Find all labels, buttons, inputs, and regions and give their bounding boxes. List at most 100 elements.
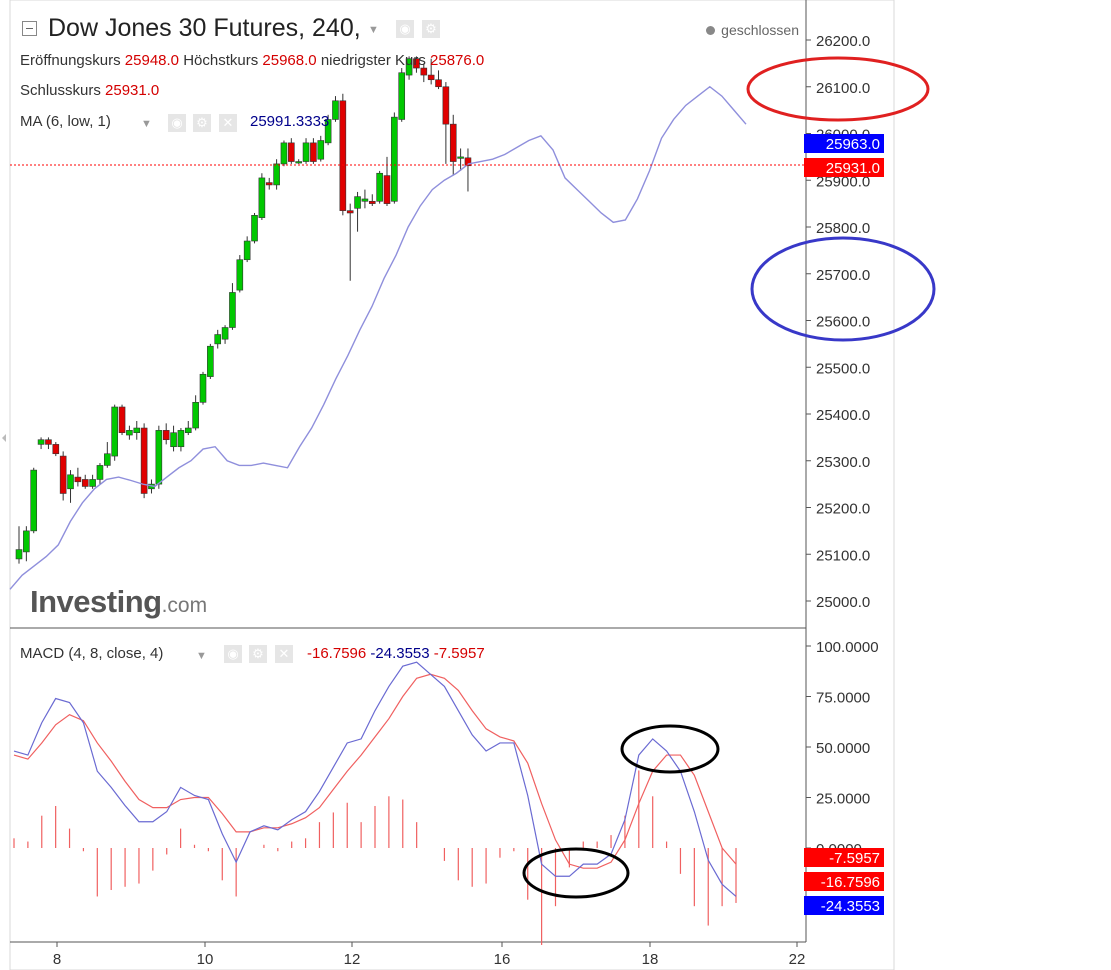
candle-body <box>89 479 96 487</box>
macd-signal-line <box>13 673 737 869</box>
candle <box>435 70 442 90</box>
candle-body <box>383 175 391 204</box>
status-text: geschlossen <box>721 22 799 38</box>
eye-icon[interactable]: ◉ <box>396 20 414 38</box>
candle <box>332 96 339 122</box>
candle <box>23 526 30 562</box>
candle-body <box>126 430 133 436</box>
candle-body <box>67 474 74 490</box>
investing-logo: Investing.com <box>30 584 207 620</box>
close-price-tag-bg <box>804 158 884 177</box>
macd-gear-icon[interactable]: ⚙ <box>249 645 267 663</box>
candle <box>133 421 141 440</box>
macd-signal-tag-bg <box>804 848 884 867</box>
macd-hist-tag-text: -16.7596 <box>821 874 880 891</box>
candle-body <box>104 453 111 466</box>
macd-legend[interactable]: MACD (4, 8, close, 4) <box>20 645 163 662</box>
candle <box>413 56 420 73</box>
price-axis-label: 25300.0 <box>816 454 870 471</box>
candle <box>170 425 177 452</box>
candle <box>427 58 435 85</box>
candle <box>354 191 361 232</box>
low-value: 25876.0 <box>430 52 485 69</box>
ma-legend[interactable]: MA (6, low, 1) <box>20 113 111 130</box>
ohlc-row-1: Eröffnungskurs 25948.0 Höchstkurs 25968.… <box>20 52 484 69</box>
time-axis-label: 12 <box>344 951 361 968</box>
candle-body <box>368 200 376 204</box>
candle-body <box>391 116 398 202</box>
candle-body <box>354 196 361 209</box>
close-value: 25931.0 <box>105 82 160 99</box>
macd-signal-tag: -7.5957 <box>804 848 884 867</box>
candle <box>368 194 376 206</box>
candle-body <box>30 469 38 532</box>
time-axis-label: 16 <box>494 951 511 968</box>
candle <box>449 114 457 176</box>
candle <box>273 159 280 190</box>
candle <box>104 442 111 468</box>
ma-gear-icon[interactable]: ⚙ <box>193 114 211 132</box>
macd-axis-label: 75.0000 <box>816 690 870 707</box>
open-label: Eröffnungskurs <box>20 52 121 69</box>
gear-icon[interactable]: ⚙ <box>422 20 440 38</box>
macd-signal-value: -7.5957 <box>433 645 485 662</box>
annotation-ellipse-blue <box>750 236 936 342</box>
candle-body <box>243 240 251 261</box>
candle-body <box>442 86 450 125</box>
candle <box>192 395 199 431</box>
candle-body <box>317 140 325 160</box>
candle <box>442 82 450 164</box>
candle-body <box>464 157 472 167</box>
candle-body <box>295 161 302 164</box>
macd-eye-icon[interactable]: ◉ <box>224 645 242 663</box>
candle <box>420 63 428 83</box>
macd-line-tag-text: -24.3553 <box>821 898 880 915</box>
macd-axis-label: 100.0000 <box>816 639 879 656</box>
status-dot-icon <box>706 26 716 35</box>
macd-chevron-down-icon[interactable]: ▼ <box>196 650 207 662</box>
left-collapse-arrow[interactable] <box>2 434 6 442</box>
candle <box>52 442 60 457</box>
ohlc-row-2: Schlusskurs 25931.0 <box>20 82 159 99</box>
close-price-tag: 25931.0 <box>804 158 884 177</box>
candle <box>74 467 82 487</box>
ma-eye-icon[interactable]: ◉ <box>168 114 186 132</box>
candle-body <box>118 406 126 433</box>
candle-body <box>96 465 104 480</box>
time-axis-label: 22 <box>789 951 806 968</box>
candle-body <box>427 74 435 81</box>
candle <box>81 474 89 489</box>
candle-body <box>324 119 332 144</box>
ma-price-tag-text: 25963.0 <box>826 136 880 153</box>
candle <box>405 56 413 80</box>
ma-price-tag-bg <box>804 134 884 153</box>
annotation-ellipse-black-low <box>522 847 630 899</box>
candle <box>464 148 472 192</box>
candle-body <box>52 444 60 455</box>
candle <box>361 189 369 209</box>
price-axis-label: 25600.0 <box>816 314 870 331</box>
price-axis-label: 25800.0 <box>816 220 870 237</box>
candle-body <box>81 479 89 487</box>
candle-body <box>420 67 428 76</box>
ma-label: MA (6, low, 1) <box>20 113 111 130</box>
candle <box>89 474 96 489</box>
candle <box>37 437 45 450</box>
chevron-down-icon[interactable]: ▼ <box>368 24 379 36</box>
candle-body <box>457 156 464 159</box>
candle <box>243 236 251 263</box>
candle-body <box>435 79 442 88</box>
candle <box>391 112 398 204</box>
candle-body <box>376 172 383 202</box>
ma-close-icon[interactable]: ✕ <box>219 114 237 132</box>
macd-close-icon[interactable]: ✕ <box>275 645 293 663</box>
candle <box>229 283 236 330</box>
candle <box>177 428 185 452</box>
candle <box>207 343 214 379</box>
candle-body <box>339 100 347 211</box>
time-axis-label: 8 <box>53 951 61 968</box>
ma-chevron-down-icon[interactable]: ▼ <box>141 118 152 130</box>
collapse-box-icon[interactable] <box>22 21 37 36</box>
candle <box>317 135 325 162</box>
